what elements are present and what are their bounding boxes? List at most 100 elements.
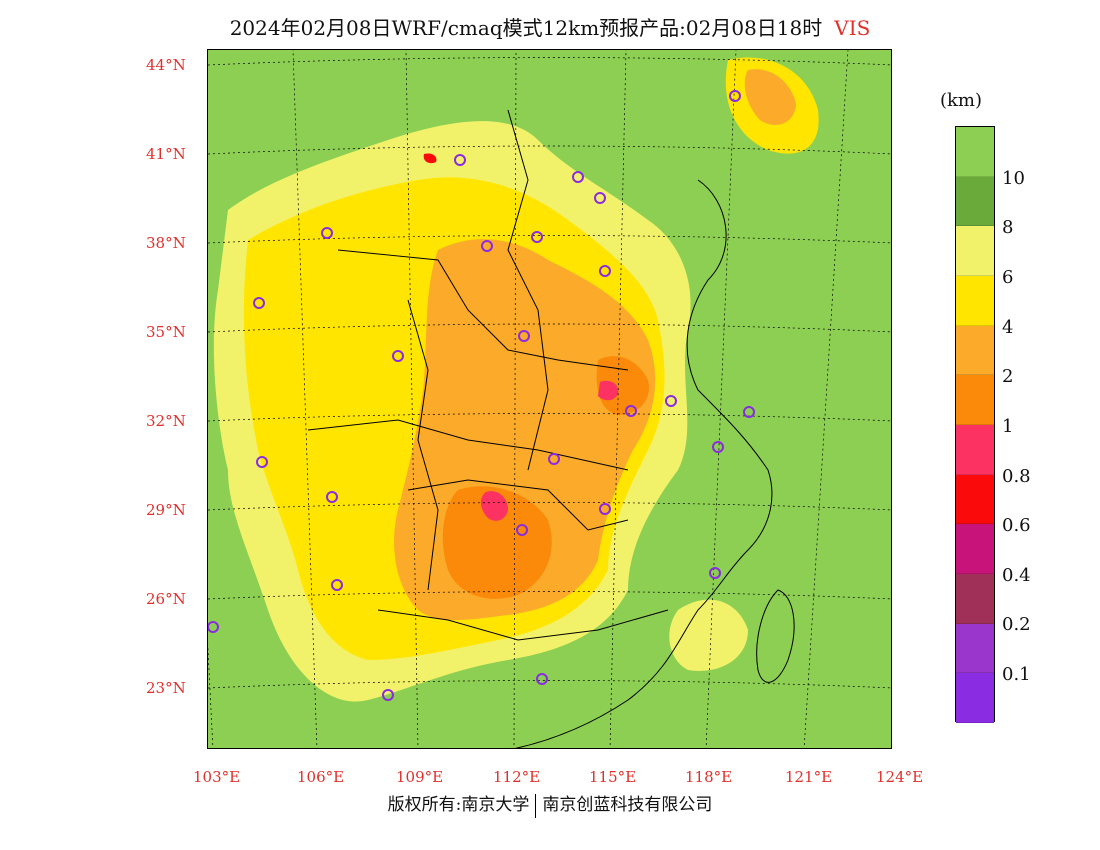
lat-label-32: 32°N (146, 412, 186, 430)
legend-label-0.1: 0.1 (1002, 664, 1031, 685)
city-marker (208, 621, 219, 633)
legend-label-2: 2 (1002, 366, 1014, 387)
lat-label-26: 26°N (146, 590, 186, 608)
city-marker (712, 441, 724, 453)
legend-label-0.2: 0.2 (1002, 614, 1031, 635)
meridian-109 (405, 50, 419, 748)
city-marker (594, 192, 606, 204)
field-1km-2 (596, 356, 649, 415)
province-border-2 (307, 419, 629, 471)
field-1km-1 (442, 486, 552, 599)
province-border-1 (337, 249, 629, 371)
lon-label-118: 118°E (685, 768, 733, 786)
city-marker (599, 265, 611, 277)
map-svg (208, 50, 891, 748)
city-marker (709, 567, 721, 579)
legend-label-1: 1 (1002, 416, 1014, 437)
visibility-map (207, 49, 892, 749)
legend-label-0.4: 0.4 (1002, 565, 1031, 586)
city-marker (625, 405, 637, 417)
taiwan-outline (756, 589, 795, 683)
province-border-4 (377, 609, 669, 641)
field-coast-6km (669, 599, 748, 671)
field-northeast-2km (744, 69, 796, 125)
lon-label-109: 109°E (396, 768, 444, 786)
province-border-3 (407, 479, 629, 531)
city-marker (531, 231, 543, 243)
footer-separator (535, 793, 537, 818)
city-marker (321, 227, 333, 239)
map-title: 2024年02月08日WRF/cmaq模式12km预报产品:02月08日18时 V… (0, 12, 1100, 41)
legend-swatch (956, 176, 994, 227)
graticule (208, 50, 891, 748)
coastline (514, 179, 773, 748)
lon-label-112: 112°E (493, 768, 541, 786)
boundaries (307, 109, 795, 748)
field-0.8km-1 (480, 491, 508, 521)
copyright-footer: 版权所有:南京大学 南京创蓝科技有限公司 (0, 790, 1100, 818)
legend-unit: (km) (940, 90, 983, 111)
province-border-5 (507, 109, 549, 471)
legend-label-0.6: 0.6 (1002, 515, 1031, 536)
legend-label-8: 8 (1002, 217, 1014, 238)
legend-swatch (956, 474, 994, 525)
city-marker (548, 453, 560, 465)
city-marker (382, 689, 394, 701)
city-marker (392, 350, 404, 362)
visibility-field (213, 57, 819, 702)
city-marker (518, 330, 530, 342)
lat-label-38: 38°N (146, 234, 186, 252)
legend-swatch (956, 226, 994, 276)
lon-label-115: 115°E (589, 768, 637, 786)
title-variable: VIS (834, 16, 871, 40)
city-marker (253, 297, 265, 309)
city-marker (326, 491, 338, 503)
legend-label-0.8: 0.8 (1002, 466, 1031, 487)
meridian-115 (609, 50, 627, 748)
lat-label-29: 29°N (146, 501, 186, 519)
meridian-118 (705, 50, 737, 748)
city-marker (536, 673, 548, 685)
meridian-112 (513, 50, 517, 748)
field-0.6km (423, 153, 437, 164)
lon-label-121: 121°E (785, 768, 833, 786)
legend-label-4: 4 (1002, 317, 1014, 338)
lat-label-41: 41°N (146, 145, 186, 163)
city-marker (729, 90, 741, 102)
city-marker (743, 406, 755, 418)
city-marker (516, 524, 528, 536)
title-text: 2024年02月08日WRF/cmaq模式12km预报产品:02月08日18时 (229, 16, 823, 40)
lon-label-106: 106°E (297, 768, 345, 786)
color-legend (955, 126, 995, 723)
field-0.8km-2 (598, 380, 619, 401)
city-markers (208, 90, 755, 701)
copyright-left: 版权所有:南京大学 (387, 795, 530, 815)
legend-swatch (956, 623, 994, 674)
legend-swatch (956, 673, 994, 723)
meridian-121 (803, 50, 849, 748)
legend-swatch (956, 424, 994, 475)
city-marker (481, 240, 493, 252)
province-border-6 (407, 299, 439, 591)
city-marker (256, 456, 268, 468)
legend-swatch (956, 275, 994, 326)
legend-swatch (956, 573, 994, 624)
city-marker (331, 579, 343, 591)
city-marker (572, 171, 584, 183)
lat-label-35: 35°N (146, 323, 186, 341)
legend-swatch (956, 127, 994, 177)
city-marker (665, 395, 677, 407)
lat-label-44: 44°N (146, 56, 186, 74)
legend-label-6: 6 (1002, 267, 1014, 288)
legend-swatch (956, 524, 994, 574)
legend-swatch (956, 325, 994, 376)
meridian-106 (292, 50, 318, 748)
city-marker (454, 154, 466, 166)
lon-label-124: 124°E (876, 768, 924, 786)
legend-label-10: 10 (1002, 168, 1025, 189)
city-marker (599, 503, 611, 515)
copyright-right: 南京创蓝科技有限公司 (542, 795, 713, 815)
lat-label-23: 23°N (146, 679, 186, 697)
lon-label-103: 103°E (193, 768, 241, 786)
legend-swatch (956, 375, 994, 425)
